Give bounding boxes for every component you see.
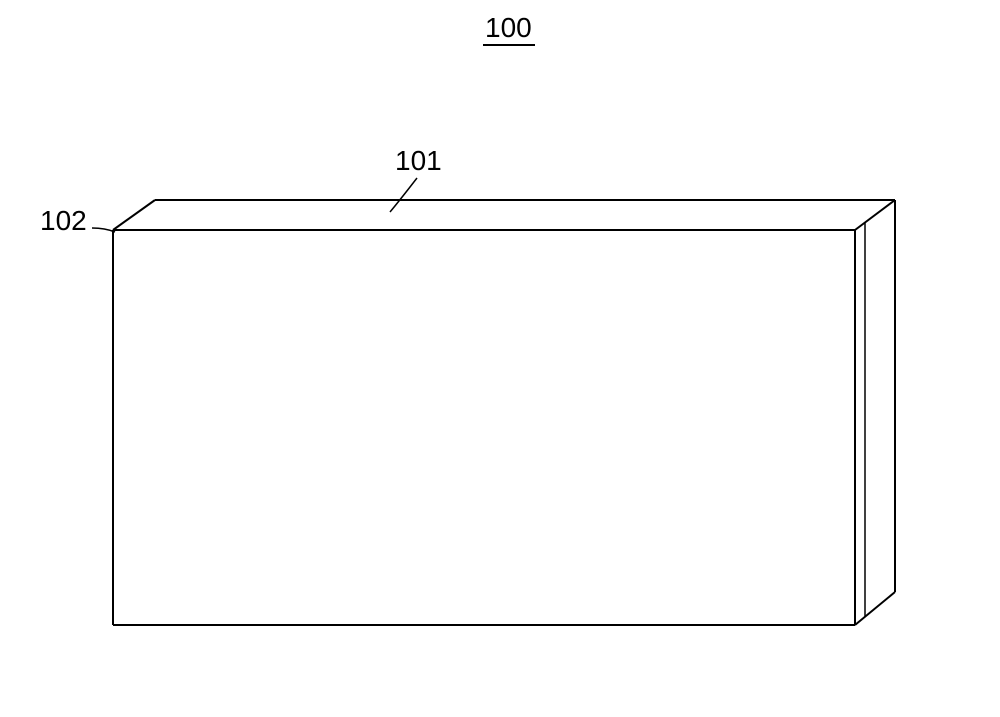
leader-101 — [390, 178, 417, 212]
label-101: 101 — [395, 145, 442, 177]
bottom-right-depth-edge — [855, 592, 895, 625]
main-label: 100 — [485, 12, 532, 44]
diagram-container: 100 101 102 — [0, 0, 1000, 717]
top-right-depth-edge — [855, 200, 895, 230]
top-left-depth-edge — [113, 200, 155, 230]
box-drawing — [0, 0, 1000, 717]
leader-102 — [92, 228, 115, 232]
label-102: 102 — [40, 205, 87, 237]
